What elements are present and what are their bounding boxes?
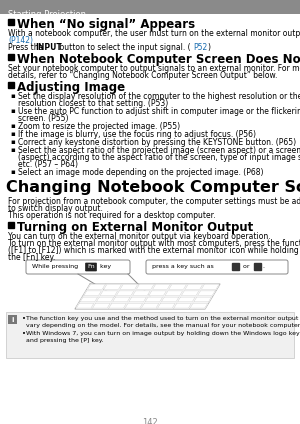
Text: While pressing: While pressing xyxy=(32,264,80,269)
Polygon shape xyxy=(100,291,118,296)
Text: Zoom to resize the projected image. (P55): Zoom to resize the projected image. (P55… xyxy=(18,122,180,131)
Polygon shape xyxy=(84,291,101,296)
Bar xyxy=(8,82,14,88)
Text: Set your notebook computer to output signals to an external monitor. For more: Set your notebook computer to output sig… xyxy=(8,64,300,73)
Polygon shape xyxy=(165,291,183,296)
Text: Press the: Press the xyxy=(8,43,46,52)
Text: This operation is not required for a desktop computer.: This operation is not required for a des… xyxy=(8,211,215,220)
Text: ▪: ▪ xyxy=(10,131,15,137)
Polygon shape xyxy=(125,304,142,308)
Bar xyxy=(8,222,14,228)
Polygon shape xyxy=(190,304,208,308)
Text: Turning on External Monitor Output: Turning on External Monitor Output xyxy=(17,221,253,234)
Polygon shape xyxy=(194,297,211,302)
Text: key: key xyxy=(98,264,111,269)
Text: ([F1] to [F12]) which is marked with the external monitor icon while holding dow: ([F1] to [F12]) which is marked with the… xyxy=(8,246,300,255)
Bar xyxy=(232,263,239,270)
Text: When Notebook Computer Screen Does Not Appear: When Notebook Computer Screen Does Not A… xyxy=(17,53,300,66)
Polygon shape xyxy=(116,291,134,296)
Text: ▪: ▪ xyxy=(10,123,15,129)
Text: INPUT: INPUT xyxy=(35,43,62,52)
Text: .: . xyxy=(262,264,264,269)
Text: ): ) xyxy=(207,43,210,52)
Text: ▪: ▪ xyxy=(10,169,15,175)
Text: resolution closest to that setting. (P53): resolution closest to that setting. (P53… xyxy=(18,99,168,108)
Text: or: or xyxy=(241,264,251,269)
Text: i: i xyxy=(11,316,14,323)
Polygon shape xyxy=(76,304,94,308)
Text: the [Fn] key.: the [Fn] key. xyxy=(8,253,55,262)
Bar xyxy=(8,315,17,324)
Polygon shape xyxy=(93,304,110,308)
Text: To turn on the external monitor output with most computers, press the function k: To turn on the external monitor output w… xyxy=(8,239,300,248)
Text: When “No signal” Appears: When “No signal” Appears xyxy=(17,18,195,31)
Text: With Windows 7, you can turn on image output by holding down the Windows logo ke: With Windows 7, you can turn on image ou… xyxy=(26,331,300,336)
Polygon shape xyxy=(129,297,146,302)
Text: The function key you use and the method used to turn on the external monitor out: The function key you use and the method … xyxy=(26,316,299,321)
Text: Set the display resolution of the computer to the highest resolution or the: Set the display resolution of the comput… xyxy=(18,92,300,101)
Text: •: • xyxy=(22,331,26,337)
Polygon shape xyxy=(201,285,219,289)
FancyBboxPatch shape xyxy=(26,260,130,274)
Text: and pressing the [P] key.: and pressing the [P] key. xyxy=(26,338,104,343)
Polygon shape xyxy=(133,291,150,296)
Text: Changing Notebook Computer Screen Output: Changing Notebook Computer Screen Output xyxy=(6,180,300,195)
Text: (P142): (P142) xyxy=(8,36,33,45)
Text: ▪: ▪ xyxy=(10,139,15,145)
Text: etc. (P57 – P64): etc. (P57 – P64) xyxy=(18,160,78,169)
FancyBboxPatch shape xyxy=(85,263,97,271)
Polygon shape xyxy=(112,297,130,302)
Text: ▪: ▪ xyxy=(10,108,15,114)
Text: For projection from a notebook computer, the computer settings must be adjusted: For projection from a notebook computer,… xyxy=(8,197,300,206)
Polygon shape xyxy=(169,285,186,289)
Bar xyxy=(8,54,14,60)
Text: P52: P52 xyxy=(193,43,207,52)
Text: ▪: ▪ xyxy=(10,93,15,99)
Bar xyxy=(254,263,261,270)
Polygon shape xyxy=(75,284,220,309)
Polygon shape xyxy=(149,291,166,296)
Text: screen. (P55): screen. (P55) xyxy=(18,114,68,123)
Polygon shape xyxy=(185,285,202,289)
Polygon shape xyxy=(182,291,199,296)
Text: to switch display output.: to switch display output. xyxy=(8,204,103,213)
Bar xyxy=(8,19,14,25)
Polygon shape xyxy=(104,285,121,289)
Text: •: • xyxy=(22,316,26,322)
Text: Fn: Fn xyxy=(87,265,95,270)
Text: details, refer to “Changing Notebook Computer Screen Output” below.: details, refer to “Changing Notebook Com… xyxy=(8,71,278,80)
Polygon shape xyxy=(145,297,163,302)
Polygon shape xyxy=(178,297,195,302)
Polygon shape xyxy=(88,285,105,289)
Polygon shape xyxy=(153,285,170,289)
Text: If the image is blurry, use the focus ring to adjust focus. (P56): If the image is blurry, use the focus ri… xyxy=(18,130,256,139)
Text: With a notebook computer, the user must turn on the external monitor output.: With a notebook computer, the user must … xyxy=(8,29,300,38)
Polygon shape xyxy=(158,304,175,308)
Text: Correct any keystone distortion by pressing the KEYSTONE button. (P65): Correct any keystone distortion by press… xyxy=(18,138,296,147)
Text: vary depending on the model. For details, see the manual for your notebook compu: vary depending on the model. For details… xyxy=(26,323,300,328)
Text: Select an image mode depending on the projected image. (P68): Select an image mode depending on the pr… xyxy=(18,168,263,177)
Text: Adjusting Image: Adjusting Image xyxy=(17,81,125,94)
FancyBboxPatch shape xyxy=(146,260,288,274)
Text: 142: 142 xyxy=(142,418,158,424)
Text: (aspect) according to the aspect ratio of the screen, type of input image signal: (aspect) according to the aspect ratio o… xyxy=(18,153,300,162)
Text: press a key such as: press a key such as xyxy=(152,264,216,269)
Polygon shape xyxy=(120,285,138,289)
Polygon shape xyxy=(198,291,215,296)
Text: Select the aspect ratio of the projected image (screen aspect) or a screen mode: Select the aspect ratio of the projected… xyxy=(18,146,300,155)
Text: Starting Projection: Starting Projection xyxy=(8,10,86,19)
Text: Use the auto PC function to adjust shift in computer image or the flickering of : Use the auto PC function to adjust shift… xyxy=(18,107,300,116)
Polygon shape xyxy=(109,304,126,308)
Bar xyxy=(6,312,294,358)
Text: ▪: ▪ xyxy=(10,147,15,153)
Bar xyxy=(0,0,300,14)
Polygon shape xyxy=(96,297,114,302)
Polygon shape xyxy=(161,297,179,302)
Text: You can turn on the external monitor output via keyboard operation.: You can turn on the external monitor out… xyxy=(8,232,271,241)
Polygon shape xyxy=(141,304,159,308)
Polygon shape xyxy=(80,297,98,302)
Text: button to select the input signal. (: button to select the input signal. ( xyxy=(57,43,190,52)
Polygon shape xyxy=(136,285,154,289)
Polygon shape xyxy=(174,304,191,308)
